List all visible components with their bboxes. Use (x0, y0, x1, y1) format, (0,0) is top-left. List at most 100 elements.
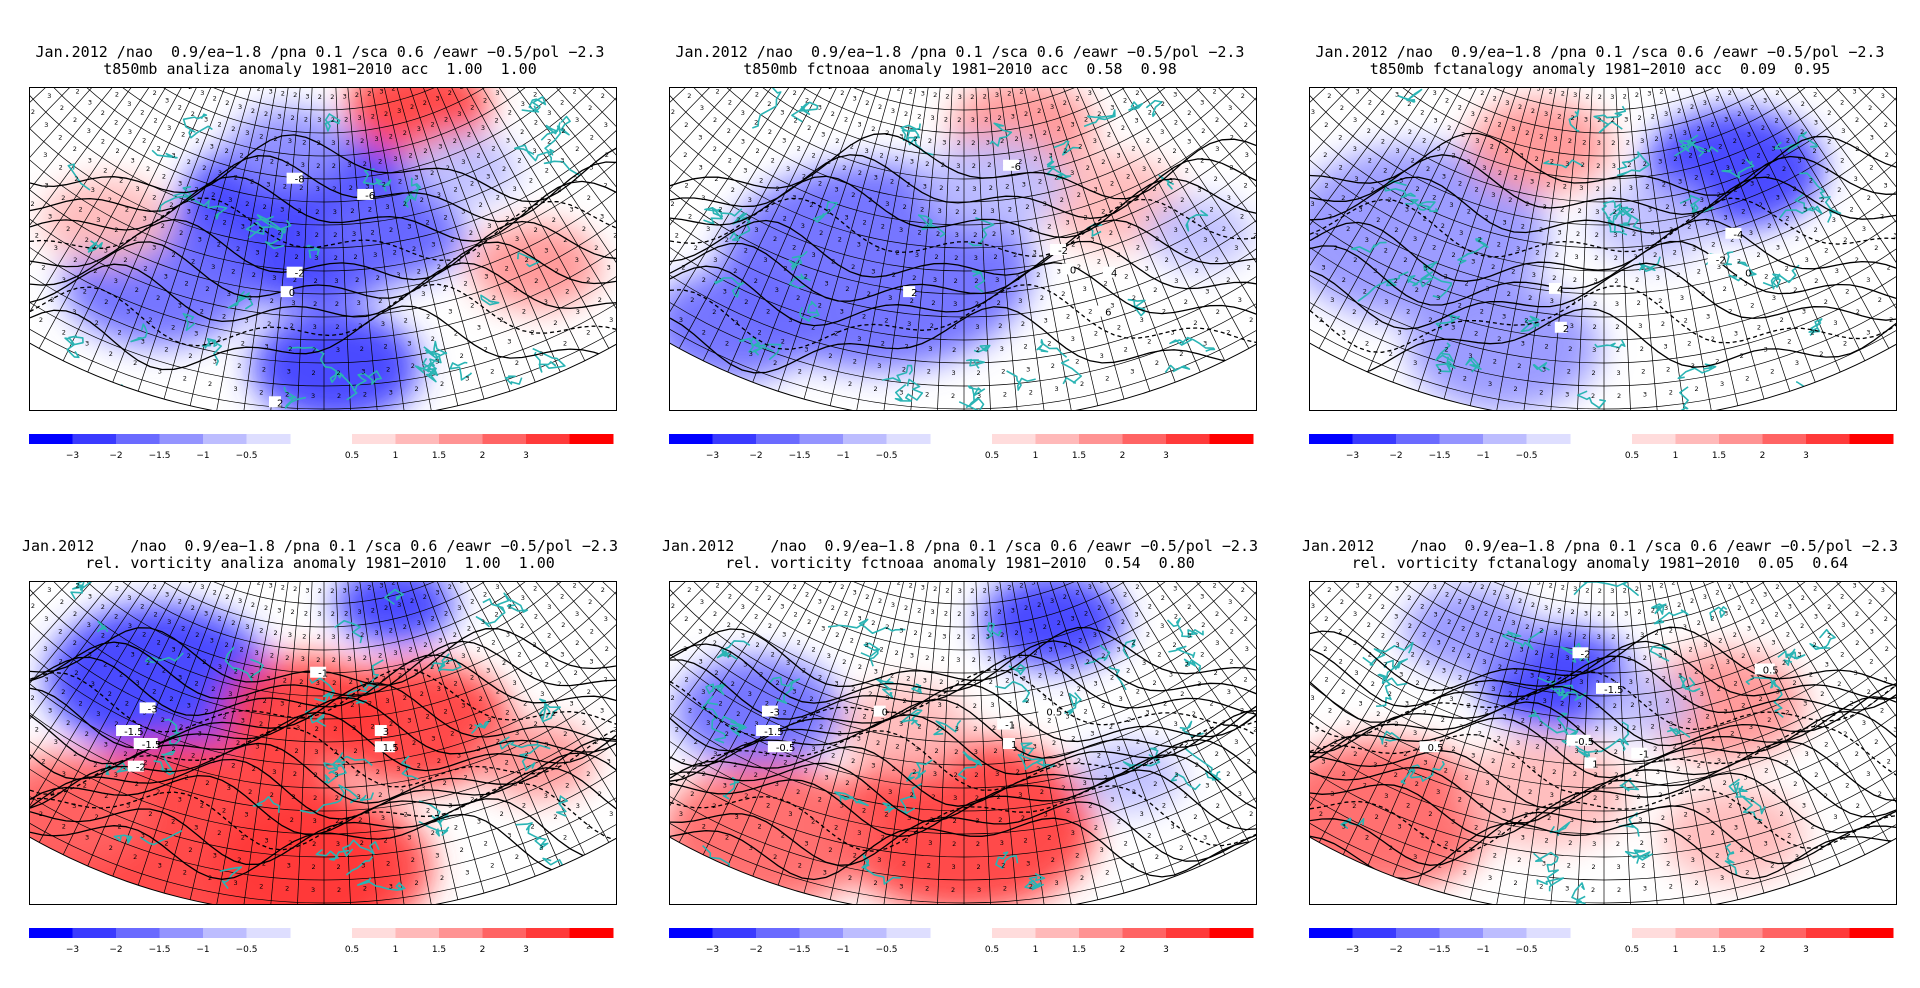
svg-text:3: 3 (1866, 770, 1870, 778)
svg-text:3: 3 (1866, 328, 1870, 336)
svg-text:2: 2 (1653, 745, 1657, 753)
svg-text:2: 2 (731, 680, 735, 688)
svg-text:2: 2 (313, 794, 317, 802)
svg-text:3: 3 (845, 707, 849, 715)
svg-text:2: 2 (275, 251, 279, 259)
svg-text:2: 2 (811, 323, 815, 331)
svg-text:3: 3 (414, 668, 418, 676)
svg-text:3: 3 (938, 207, 942, 215)
svg-text:2: 2 (1801, 594, 1805, 602)
svg-text:3: 3 (244, 811, 248, 819)
map-outline (1310, 342, 1896, 410)
svg-text:2: 2 (1097, 751, 1101, 759)
svg-text:2: 2 (1080, 874, 1084, 882)
svg-text:3: 3 (1664, 837, 1668, 845)
svg-text:2: 2 (1568, 631, 1572, 639)
svg-text:2: 2 (1403, 256, 1407, 264)
contour-label-box (286, 172, 303, 184)
svg-text:3: 3 (1471, 604, 1475, 612)
svg-text:2: 2 (191, 604, 195, 612)
svg-text:3: 3 (477, 817, 481, 825)
contour-label: -2 (295, 269, 305, 280)
svg-text:3: 3 (723, 781, 727, 789)
svg-text:2: 2 (426, 712, 430, 720)
svg-text:2: 2 (363, 654, 367, 662)
contour-label: -2 (136, 763, 146, 774)
svg-text:2: 2 (781, 832, 785, 840)
colorbar-swatch (1849, 928, 1894, 938)
svg-text:2: 2 (1733, 137, 1737, 145)
map-outline (1310, 836, 1896, 904)
svg-text:3: 3 (713, 256, 717, 264)
svg-text:3: 3 (952, 863, 956, 871)
svg-text:2: 2 (1856, 802, 1860, 810)
colorbar-swatch (1675, 928, 1720, 938)
colorbar-swatch (712, 928, 757, 938)
svg-text:2: 2 (1226, 276, 1230, 284)
svg-text:3: 3 (1442, 667, 1446, 675)
svg-text:2: 2 (1163, 206, 1167, 214)
svg-text:3: 3 (754, 720, 758, 728)
svg-text:2: 2 (885, 623, 889, 631)
svg-text:2: 2 (1016, 768, 1020, 776)
svg-text:3: 3 (1049, 645, 1053, 653)
svg-text:2: 2 (164, 345, 168, 353)
svg-text:3: 3 (1624, 115, 1628, 123)
svg-text:3: 3 (352, 230, 356, 238)
svg-text:2: 2 (318, 587, 322, 595)
svg-text:3: 3 (1617, 369, 1621, 377)
svg-text:2: 2 (590, 134, 594, 142)
svg-text:3: 3 (1033, 743, 1037, 751)
svg-text:2: 2 (794, 611, 798, 619)
svg-text:2: 2 (1824, 792, 1828, 800)
svg-text:2: 2 (115, 91, 119, 99)
svg-text:2: 2 (840, 89, 844, 97)
svg-text:2: 2 (1415, 286, 1419, 294)
svg-text:2: 2 (444, 213, 448, 221)
colorbar-swatch (669, 928, 713, 938)
svg-text:2: 2 (333, 231, 337, 239)
svg-text:2: 2 (1101, 207, 1105, 215)
svg-text:2: 2 (205, 213, 209, 221)
svg-text:2: 2 (133, 235, 137, 243)
svg-text:2: 2 (927, 862, 931, 870)
svg-text:2: 2 (936, 724, 940, 732)
svg-text:3: 3 (407, 833, 411, 841)
colorbar-swatch (439, 434, 483, 444)
svg-text:2: 2 (1884, 615, 1888, 623)
colorbar-swatch (1632, 928, 1676, 938)
svg-text:2: 2 (545, 167, 549, 175)
svg-text:3: 3 (1638, 322, 1642, 330)
svg-text:2: 2 (1715, 94, 1719, 102)
svg-text:2: 2 (162, 667, 166, 675)
anomaly-area (322, 660, 515, 789)
contour-label-box (1572, 647, 1589, 659)
svg-text:2: 2 (178, 104, 182, 112)
svg-text:3: 3 (1396, 641, 1400, 649)
svg-text:2: 2 (733, 267, 737, 275)
svg-text:2: 2 (1594, 748, 1598, 756)
svg-text:2: 2 (83, 287, 87, 295)
svg-text:2: 2 (1047, 223, 1051, 231)
svg-text:2: 2 (987, 655, 991, 663)
contour-label-box (1003, 738, 1016, 749)
colorbar-tick-label: −1 (196, 945, 209, 955)
svg-text:3: 3 (269, 88, 273, 95)
svg-text:3: 3 (560, 156, 564, 164)
svg-text:3: 3 (804, 345, 808, 353)
svg-text:2: 2 (868, 196, 872, 204)
colorbar-tick-label: −0.5 (1516, 451, 1538, 461)
svg-text:2: 2 (118, 329, 122, 337)
svg-text:2: 2 (688, 213, 692, 221)
svg-text:3: 3 (1669, 720, 1673, 728)
svg-text:2: 2 (944, 609, 948, 617)
svg-text:2: 2 (1003, 391, 1007, 399)
svg-text:3: 3 (1459, 723, 1463, 731)
svg-text:2: 2 (59, 657, 63, 665)
svg-text:2: 2 (874, 385, 878, 393)
svg-text:2: 2 (420, 690, 424, 698)
svg-text:3: 3 (218, 169, 222, 177)
svg-text:2: 2 (517, 650, 521, 658)
svg-text:2: 2 (1535, 249, 1539, 257)
svg-text:2: 2 (1458, 674, 1462, 682)
